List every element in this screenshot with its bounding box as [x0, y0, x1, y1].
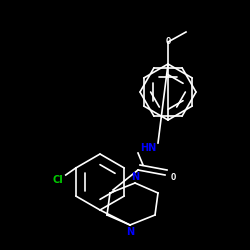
Text: Cl: Cl: [52, 175, 63, 185]
Text: N: N: [131, 172, 139, 182]
Text: N: N: [126, 227, 134, 237]
Text: O: O: [165, 38, 171, 46]
Text: O: O: [170, 174, 176, 182]
Text: HN: HN: [140, 143, 156, 153]
